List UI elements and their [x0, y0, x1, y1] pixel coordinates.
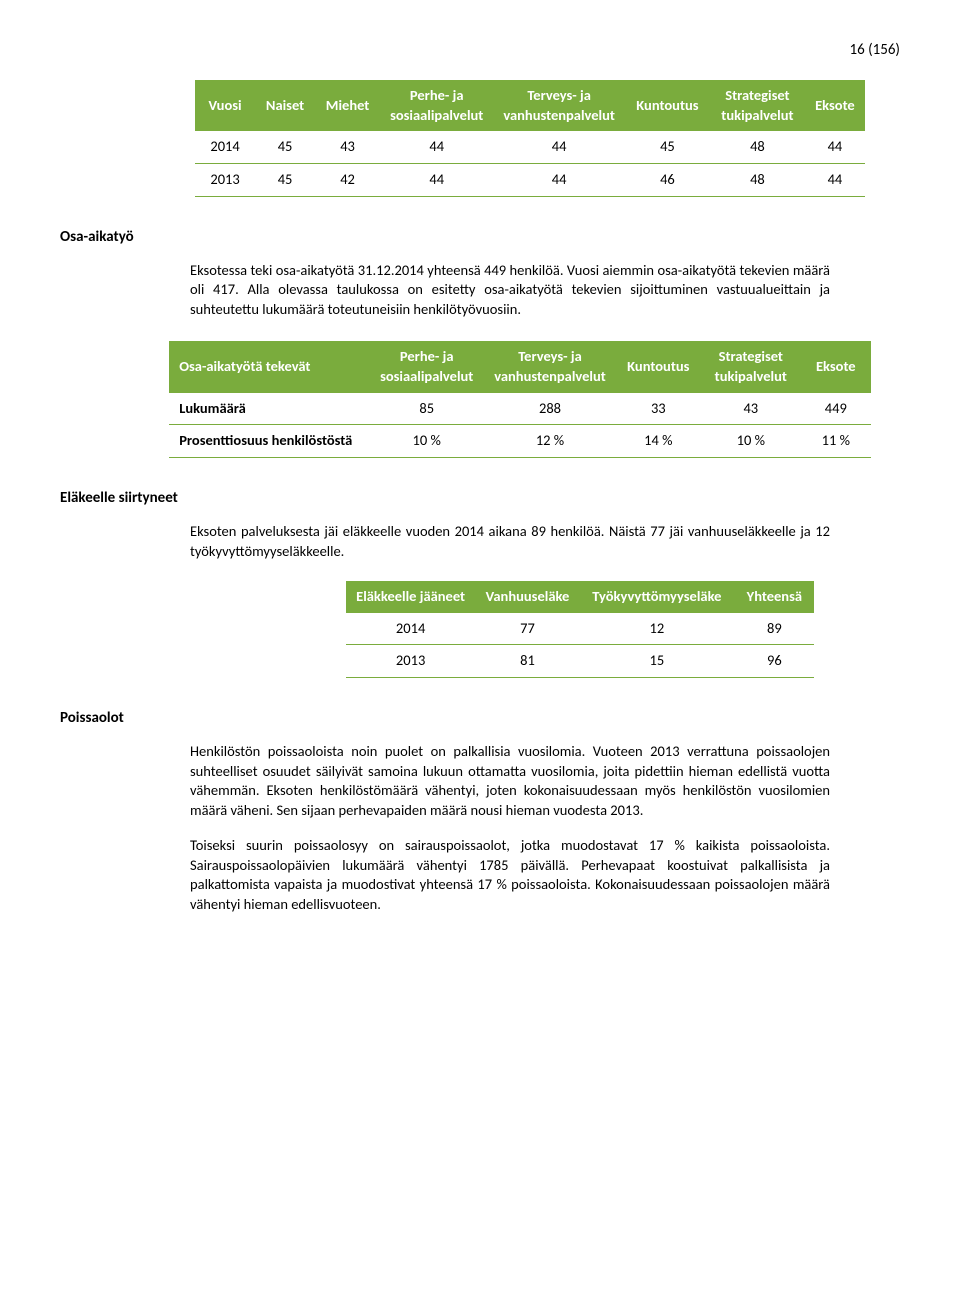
cell: 77 — [476, 613, 580, 645]
cell: 89 — [734, 613, 814, 645]
cell: 33 — [616, 393, 701, 425]
cell: 48 — [710, 163, 805, 196]
table-row: Prosenttiosuus henkilöstöstä 10 % 12 % 1… — [169, 425, 871, 458]
cell: 45 — [625, 131, 710, 163]
col-perhe: Perhe- ja sosiaalipalvelut — [369, 341, 484, 392]
col-eksote: Eksote — [805, 80, 865, 131]
cell: 2013 — [346, 645, 476, 678]
row-label: Prosenttiosuus henkilöstöstä — [169, 425, 369, 458]
table-1-container: Vuosi Naiset Miehet Perhe- ja sosiaalipa… — [160, 80, 900, 196]
paragraph-poissaolot-1: Henkilöstön poissaoloista noin puolet on… — [190, 742, 830, 820]
col-miehet: Miehet — [315, 80, 380, 131]
table-row: Lukumäärä 85 288 33 43 449 — [169, 393, 871, 425]
col-kuntoutus: Kuntoutus — [616, 341, 701, 392]
cell: 46 — [625, 163, 710, 196]
cell: 15 — [579, 645, 734, 678]
row-label: Lukumäärä — [169, 393, 369, 425]
table-2-container: Osa-aikatyötä tekevät Perhe- ja sosiaali… — [140, 341, 900, 457]
page-number: 16 (156) — [60, 40, 900, 60]
table-row: 2013 81 15 96 — [346, 645, 815, 678]
table-row: 2014 77 12 89 — [346, 613, 815, 645]
cell: 2013 — [195, 163, 255, 196]
osaaikatyo-table: Osa-aikatyötä tekevät Perhe- ja sosiaali… — [169, 341, 871, 457]
col-strategiset: Strategiset tukipalvelut — [701, 341, 801, 392]
cell: 14 % — [616, 425, 701, 458]
cell: 44 — [380, 163, 493, 196]
cell: 2014 — [346, 613, 476, 645]
heading-poissaolot: Poissaolot — [60, 708, 900, 728]
cell: 44 — [493, 131, 625, 163]
cell: 81 — [476, 645, 580, 678]
col-label: Eläkkeelle jääneet — [346, 581, 476, 613]
col-perhe: Perhe- ja sosiaalipalvelut — [380, 80, 493, 131]
col-eksote: Eksote — [801, 341, 871, 392]
table-row: 2014 45 43 44 44 45 48 44 — [195, 131, 865, 163]
cell: 45 — [255, 131, 315, 163]
table-header-row: Eläkkeelle jääneet Vanhuuseläke Työkyvyt… — [346, 581, 815, 613]
cell: 2014 — [195, 131, 255, 163]
heading-elakkeelle: Eläkeelle siirtyneet — [60, 488, 900, 508]
col-kuntoutus: Kuntoutus — [625, 80, 710, 131]
table-header-row: Vuosi Naiset Miehet Perhe- ja sosiaalipa… — [195, 80, 865, 131]
col-tyokyv: Työkyvyttömyyseläke — [579, 581, 734, 613]
cell: 85 — [369, 393, 484, 425]
cell: 449 — [801, 393, 871, 425]
year-stat-table: Vuosi Naiset Miehet Perhe- ja sosiaalipa… — [195, 80, 865, 196]
cell: 10 % — [701, 425, 801, 458]
paragraph-poissaolot-2: Toiseksi suurin poissaolosyy on sairausp… — [190, 836, 830, 914]
cell: 10 % — [369, 425, 484, 458]
cell: 12 % — [484, 425, 616, 458]
elakkeelle-table: Eläkkeelle jääneet Vanhuuseläke Työkyvyt… — [346, 581, 815, 678]
cell: 44 — [805, 163, 865, 196]
cell: 11 % — [801, 425, 871, 458]
cell: 44 — [493, 163, 625, 196]
col-naiset: Naiset — [255, 80, 315, 131]
cell: 44 — [380, 131, 493, 163]
cell: 43 — [315, 131, 380, 163]
table-3-container: Eläkkeelle jääneet Vanhuuseläke Työkyvyt… — [260, 581, 900, 678]
cell: 43 — [701, 393, 801, 425]
col-label: Osa-aikatyötä tekevät — [169, 341, 369, 392]
table-row: 2013 45 42 44 44 46 48 44 — [195, 163, 865, 196]
cell: 12 — [579, 613, 734, 645]
cell: 42 — [315, 163, 380, 196]
cell: 288 — [484, 393, 616, 425]
cell: 96 — [734, 645, 814, 678]
col-vuosi: Vuosi — [195, 80, 255, 131]
col-strategiset: Strategiset tukipalvelut — [710, 80, 805, 131]
cell: 45 — [255, 163, 315, 196]
table-header-row: Osa-aikatyötä tekevät Perhe- ja sosiaali… — [169, 341, 871, 392]
col-terveys: Terveys- ja vanhustenpalvelut — [484, 341, 616, 392]
cell: 44 — [805, 131, 865, 163]
paragraph-elakkeelle: Eksoten palveluksesta jäi eläkkeelle vuo… — [190, 522, 830, 561]
paragraph-osaaikatyo: Eksotessa teki osa-aikatyötä 31.12.2014 … — [190, 261, 830, 320]
col-yhteensa: Yhteensä — [734, 581, 814, 613]
col-vanhuus: Vanhuuseläke — [476, 581, 580, 613]
col-terveys: Terveys- ja vanhustenpalvelut — [493, 80, 625, 131]
cell: 48 — [710, 131, 805, 163]
heading-osaaikatyo: Osa-aikatyö — [60, 227, 900, 247]
